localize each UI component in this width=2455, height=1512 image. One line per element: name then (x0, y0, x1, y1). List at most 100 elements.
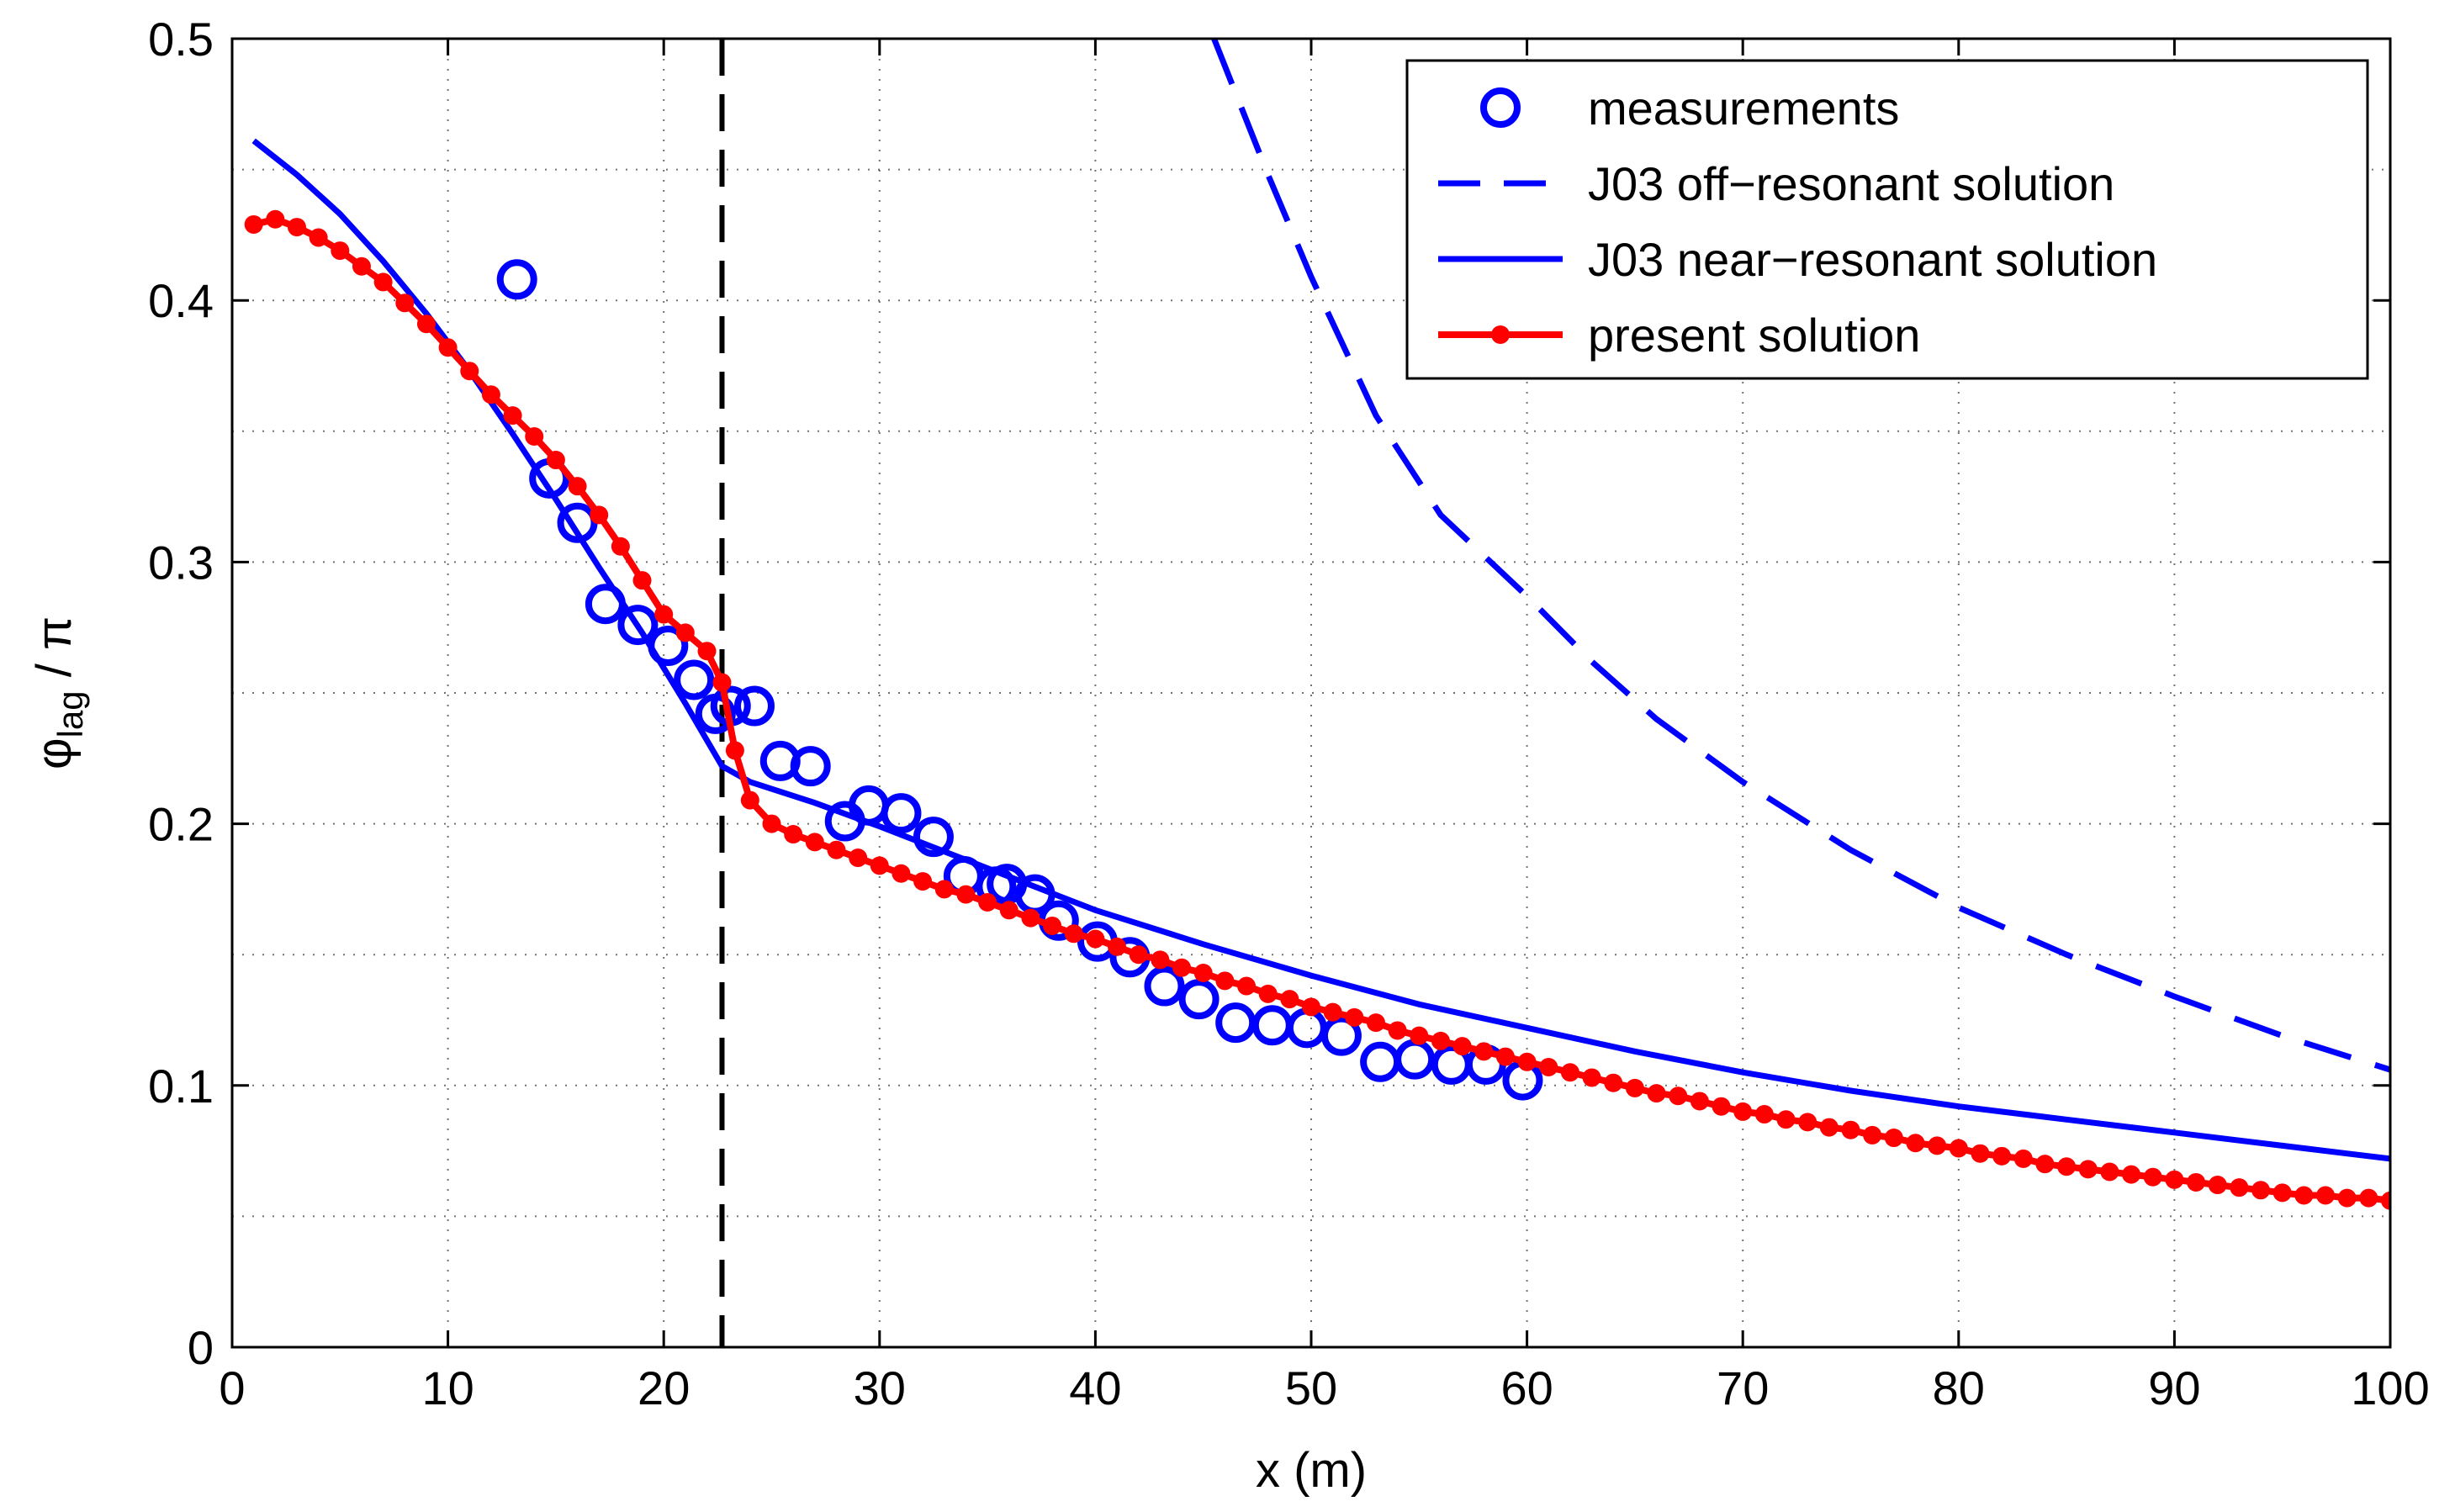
series-point-present-solution (1798, 1113, 1817, 1132)
series-point-present-solution (1237, 976, 1257, 996)
series-point-present-solution (1539, 1058, 1558, 1077)
series-point-present-solution (2165, 1170, 2184, 1189)
series-point-present-solution (913, 872, 933, 891)
series-point-present-solution (2316, 1186, 2336, 1205)
series-point-present-solution (1323, 1002, 1342, 1022)
series-point-present-solution (1172, 958, 1192, 977)
series-point-measurements (733, 685, 775, 727)
series-point-present-solution (1733, 1102, 1753, 1121)
series-point-present-solution (546, 451, 565, 470)
y-axis-title-suffix: / π (27, 616, 82, 690)
series-point-present-solution (1193, 963, 1213, 982)
series-point-present-solution (1151, 950, 1170, 970)
y-tick-label: 0.5 (148, 13, 214, 66)
series-point-present-solution (2035, 1155, 2055, 1174)
series-point-measurements (790, 746, 831, 787)
series-point-present-solution (1064, 924, 1083, 944)
series-point-measurements (674, 659, 715, 700)
series-point-present-solution (1258, 984, 1278, 1003)
series-point-measurements (1320, 1015, 1362, 1056)
series-point-present-solution (805, 833, 824, 852)
series-point-present-solution (2122, 1165, 2141, 1184)
legend-swatch-measurements (1480, 87, 1521, 128)
series-point-present-solution (849, 849, 868, 868)
series-point-present-solution (1992, 1146, 2012, 1166)
series-point-present-solution (712, 673, 732, 692)
series-point-present-solution (934, 880, 954, 899)
series-point-present-solution (1517, 1052, 1537, 1071)
series-point-present-solution (1906, 1134, 1925, 1153)
series-point-present-solution (1474, 1042, 1494, 1061)
grid (232, 38, 2390, 1347)
series-layer (244, 39, 2390, 1347)
series-point-present-solution (1776, 1110, 1796, 1129)
series-point-present-solution (1280, 990, 1299, 1009)
series-point-present-solution (438, 338, 458, 357)
x-tick-label: 0 (219, 1361, 245, 1414)
y-tick-label: 0.1 (148, 1060, 214, 1113)
series-point-present-solution (2272, 1183, 2292, 1203)
series-point-present-solution (1366, 1013, 1385, 1033)
series-point-present-solution (1669, 1086, 1688, 1106)
series-point-present-solution (2251, 1181, 2271, 1200)
series-line-j03-off-resonant-solution (1211, 39, 2390, 1073)
y-tick-label: 0 (188, 1321, 214, 1374)
series-point-present-solution (2187, 1172, 2206, 1192)
series-point-present-solution (1863, 1125, 1882, 1145)
series-point-present-solution (2230, 1178, 2249, 1197)
series-point-present-solution (331, 241, 350, 261)
y-tick-label: 0.3 (148, 536, 214, 589)
series-point-present-solution (1021, 908, 1040, 928)
series-point-present-solution (870, 856, 889, 875)
series-point-present-solution (2359, 1188, 2378, 1208)
series-point-measurements (881, 793, 922, 834)
legend-swatch-present-dot (1491, 325, 1510, 344)
series-point-present-solution (1086, 929, 1105, 949)
series-point-present-solution (1949, 1139, 1968, 1158)
x-tick-label: 20 (638, 1361, 690, 1414)
x-tick-label: 100 (2351, 1361, 2429, 1414)
series-point-present-solution (1819, 1118, 1839, 1137)
series-point-present-solution (1215, 971, 1235, 991)
series-point-present-solution (611, 537, 630, 556)
series-point-present-solution (2381, 1191, 2390, 1210)
series-point-present-solution (1495, 1047, 1515, 1066)
series-point-present-solution (1302, 997, 1320, 1017)
series-point-present-solution (287, 218, 306, 237)
series-point-present-solution (1754, 1105, 1774, 1124)
series-point-present-solution (2013, 1149, 2033, 1168)
series-point-present-solution (784, 825, 803, 844)
series-point-measurements (1178, 979, 1220, 1020)
x-tick-label: 50 (1285, 1361, 1337, 1414)
series-point-present-solution (999, 901, 1019, 920)
ticks: 0 10 20 30 40 50 60 70 80 90 100 0 0.1 0.2 0.3 0.4 0.5 (148, 13, 2430, 1414)
series-clip-group (244, 39, 2390, 1347)
series-point-present-solution (460, 362, 479, 381)
series-point-present-solution (1452, 1037, 1472, 1056)
legend-label: measurements (1588, 82, 1899, 135)
series-point-present-solution (978, 892, 997, 912)
series-point-present-solution (827, 840, 846, 859)
series-point-present-solution (1841, 1120, 1860, 1139)
series-point-present-solution (1884, 1129, 1903, 1148)
x-tick-label: 60 (1500, 1361, 1553, 1414)
series-point-present-solution (590, 505, 609, 525)
series-point-present-solution (373, 272, 393, 292)
series-point-present-solution (2143, 1167, 2162, 1187)
series-point-present-solution (352, 256, 371, 276)
series-point-present-solution (266, 209, 285, 229)
series-point-present-solution (1582, 1068, 1601, 1087)
series-point-measurements (496, 259, 537, 300)
y-axis-title: φlag / π (27, 616, 90, 769)
series-point-present-solution (1647, 1084, 1666, 1103)
x-tick-label: 40 (1069, 1361, 1121, 1414)
series-point-present-solution (740, 790, 759, 810)
series-point-present-solution (2208, 1176, 2227, 1195)
series-point-present-solution (244, 214, 263, 234)
x-axis-title: x (m) (1256, 1443, 1367, 1498)
series-point-present-solution (1625, 1078, 1644, 1097)
x-tick-label: 70 (1717, 1361, 1769, 1414)
legend-label: present solution (1588, 309, 1920, 362)
series-point-present-solution (1043, 916, 1062, 935)
